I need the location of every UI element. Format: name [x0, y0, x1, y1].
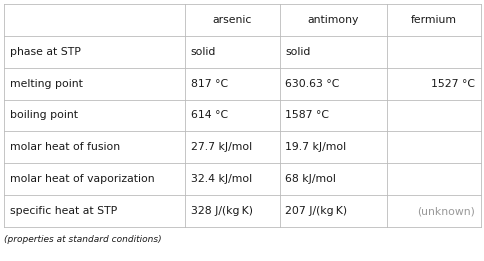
Text: fermium: fermium: [410, 15, 456, 25]
Text: 32.4 kJ/mol: 32.4 kJ/mol: [191, 174, 252, 184]
Text: molar heat of vaporization: molar heat of vaporization: [10, 174, 154, 184]
Text: 614 °C: 614 °C: [191, 110, 227, 121]
Text: molar heat of fusion: molar heat of fusion: [10, 142, 120, 152]
Text: 817 °C: 817 °C: [191, 79, 227, 89]
Text: solid: solid: [191, 47, 216, 57]
Text: (unknown): (unknown): [417, 206, 474, 216]
Text: 1527 °C: 1527 °C: [430, 79, 474, 89]
Text: 630.63 °C: 630.63 °C: [285, 79, 339, 89]
Text: 328 J/(kg K): 328 J/(kg K): [191, 206, 252, 216]
Text: arsenic: arsenic: [212, 15, 252, 25]
Text: 1587 °C: 1587 °C: [285, 110, 329, 121]
Text: specific heat at STP: specific heat at STP: [10, 206, 117, 216]
Text: solid: solid: [285, 47, 310, 57]
Text: melting point: melting point: [10, 79, 82, 89]
Text: boiling point: boiling point: [10, 110, 77, 121]
Text: 27.7 kJ/mol: 27.7 kJ/mol: [191, 142, 252, 152]
Text: 207 J/(kg K): 207 J/(kg K): [285, 206, 347, 216]
Text: 68 kJ/mol: 68 kJ/mol: [285, 174, 335, 184]
Text: antimony: antimony: [307, 15, 358, 25]
Text: phase at STP: phase at STP: [10, 47, 80, 57]
Text: (properties at standard conditions): (properties at standard conditions): [4, 235, 161, 244]
Text: 19.7 kJ/mol: 19.7 kJ/mol: [285, 142, 346, 152]
